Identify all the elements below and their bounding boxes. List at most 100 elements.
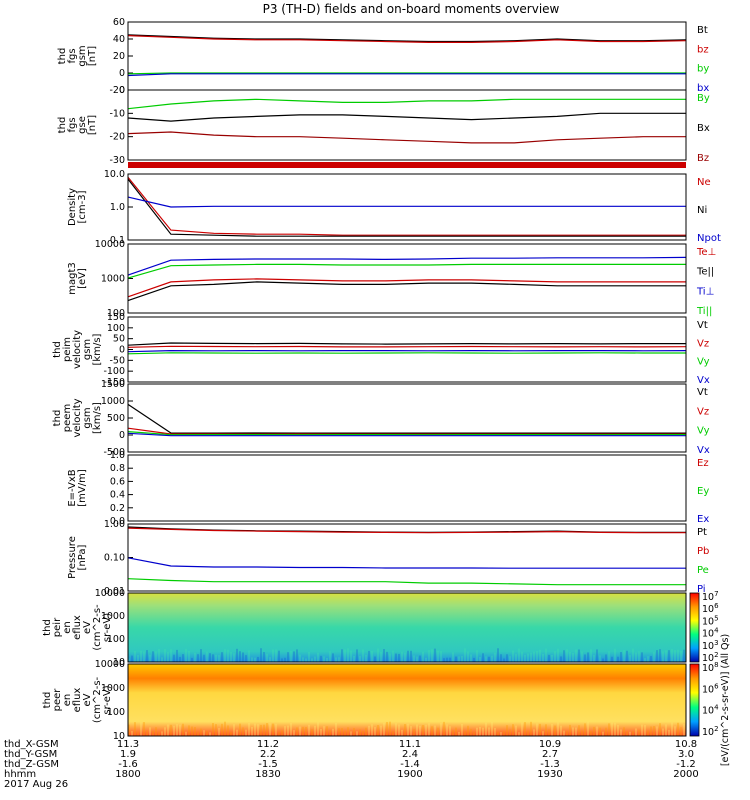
spectrogram-s1-texture — [197, 654, 199, 662]
spectrogram-s1-texture — [158, 649, 160, 662]
spectrogram-s2-texture — [356, 731, 358, 736]
panel-p5-ylabel-2: velocity — [72, 330, 83, 369]
frame-p5 — [127, 316, 687, 383]
spectrogram-s1-texture — [368, 650, 370, 662]
series-p5-black — [127, 342, 686, 346]
spectrogram-s2-texture — [266, 723, 268, 736]
spectrogram-s2-texture — [527, 730, 529, 736]
spectrogram-s2-texture — [224, 721, 226, 736]
legend-p2-0: By — [697, 93, 710, 104]
colorbar-label: [eV/(cm^2-s-sr-eV)] (All Qs) — [720, 634, 731, 766]
spectrogram-s1-texture — [404, 652, 406, 662]
series-p8-red — [127, 527, 686, 534]
spectrogram-s1-texture — [431, 649, 433, 662]
spectrogram-s1-texture — [269, 657, 271, 662]
spectrogram-s2-texture — [470, 728, 472, 736]
spectrogram-s1-texture — [626, 650, 628, 662]
spectrogram-s1-texture — [608, 651, 610, 662]
spectrogram-s1-texture — [599, 655, 601, 662]
spectrogram-s1-texture — [443, 658, 445, 662]
spectrogram-s1-texture — [674, 650, 676, 662]
spectrogram-s1-texture — [350, 650, 352, 662]
spectrogram-s1-texture — [149, 654, 151, 662]
panel-p5-ytick-2: 50 — [113, 334, 125, 345]
series-p5-green — [127, 352, 686, 355]
panel-p8-ylabel-0: Pressure — [67, 536, 78, 579]
spectrogram-s1-texture — [236, 648, 238, 662]
colorbar-s1-tick-1: 106 — [702, 602, 719, 615]
spectrogram-s2-texture — [242, 727, 244, 736]
panel-s1-ylabel-5: (cm^2-s- — [92, 604, 103, 651]
spectrogram-s1-texture — [359, 656, 361, 662]
spectrogram-s2-texture — [374, 727, 376, 736]
spectrogram-s1-texture — [587, 652, 589, 662]
frame-p3 — [127, 173, 687, 241]
spectrogram-s1-texture — [131, 655, 133, 662]
spectrogram-s1-texture — [332, 653, 334, 662]
spectrogram-s1-texture — [656, 650, 658, 662]
spectrogram-s2-texture — [200, 728, 202, 736]
frame-p2 — [127, 89, 687, 161]
spectrogram-s1-texture — [671, 649, 673, 662]
panel-s2-ylabel-5: (cm^2-s- — [92, 676, 103, 723]
spectrogram-s2-texture — [284, 726, 286, 736]
spectrogram-s2-texture — [197, 731, 199, 736]
footer-value-1-1: 2.2 — [260, 749, 276, 760]
spectrogram-s2-texture — [467, 725, 469, 736]
spectrogram-s2-texture — [329, 730, 331, 736]
panel-p7: E=-VxB [mV/m] 1.0 0.8 0.6 0.4 0.2 0.0 Ez Ey Ex — [67, 450, 709, 527]
spectrogram-s1-texture — [275, 649, 277, 662]
spectrogram-s2-texture — [143, 722, 145, 736]
legend-p7-2: Ex — [697, 514, 709, 525]
spectrogram-s1-texture — [221, 652, 223, 662]
spectrogram-s2-texture — [659, 723, 661, 736]
spectrogram-s1-texture — [470, 654, 472, 662]
spectrogram-s2-texture — [632, 731, 634, 736]
spectrogram-s1-texture — [194, 652, 196, 662]
spectrogram-s1-texture — [653, 652, 655, 662]
footer-value-1-4: 3.0 — [678, 749, 694, 760]
panel-p8: Pressure [nPa] 1.00 0.10 0.01 Pt Pb Pe Pi — [67, 519, 709, 597]
spectrogram-s1-texture — [206, 651, 208, 662]
panel-p4-ytick-0: 10000 — [95, 239, 125, 250]
spectrogram-s2-texture — [350, 731, 352, 736]
spectrogram-s2-texture — [218, 728, 220, 736]
spectrogram-s1-texture — [239, 651, 241, 662]
legend-p8-2: Pe — [697, 565, 709, 576]
spectrogram-s1-texture — [629, 655, 631, 662]
spectrogram-s2-texture — [644, 725, 646, 736]
spectrogram-s2-texture — [605, 727, 607, 736]
spectrogram-s1-texture — [248, 650, 250, 662]
spectrogram-s2-texture — [281, 730, 283, 736]
panel-s1-ytick-0: 10000 — [95, 588, 125, 599]
spectrogram-s1-texture — [425, 657, 427, 662]
spectrogram-s1-texture — [386, 651, 388, 662]
spectrogram-s1-texture — [356, 649, 358, 662]
spectrogram-s1-texture — [383, 649, 385, 662]
spectrogram-s2-texture — [335, 722, 337, 736]
spectrogram-s2-texture — [587, 721, 589, 736]
spectrogram-s2-texture — [287, 725, 289, 736]
footer-value-1-2: 2.4 — [402, 749, 418, 760]
spectrogram-s2-texture — [344, 730, 346, 736]
spectrogram-s1-texture — [182, 654, 184, 662]
footer-value-3-2: 1900 — [397, 769, 422, 780]
spectrogram-s1-texture — [245, 655, 247, 662]
legend-p4-3: Ti|| — [696, 306, 712, 317]
footer-value-1-3: 2.7 — [542, 749, 558, 760]
spectrogram-s1-texture — [596, 649, 598, 662]
spectrogram-s1-texture — [533, 651, 535, 662]
spectrogram-s2-texture — [545, 724, 547, 736]
spectrogram-s2-texture — [134, 722, 136, 736]
spectrogram-s2-texture — [410, 726, 412, 736]
spectrogram-s1-texture — [293, 651, 295, 662]
spectrogram-s2-texture — [599, 727, 601, 736]
spectrogram-s1-texture — [521, 651, 523, 662]
spectrogram-s2-texture — [566, 730, 568, 736]
panel-p6-ytick-4: -500 — [103, 447, 125, 458]
panel-p1-ytick-2: 20 — [113, 51, 125, 62]
spectrogram-s1-texture — [209, 653, 211, 662]
panel-p8-ylabel-1: [nPa] — [77, 544, 88, 570]
spectrogram-s2-texture — [443, 721, 445, 736]
legend-p2-1: Bx — [697, 123, 710, 134]
